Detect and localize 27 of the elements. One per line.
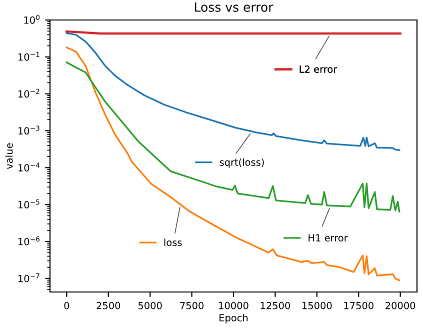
y-tick-label: 10$^{−1}$: [18, 52, 40, 61]
x-axis-title: Epoch: [220, 314, 248, 324]
y-tick-label: 10$^{−7}$: [18, 273, 40, 282]
y-tick-label: 10$^{−4}$: [18, 162, 40, 172]
x-tick-label: 12500: [260, 302, 290, 310]
x-tick-label: 20000: [386, 302, 416, 310]
chart-title: Loss vs error: [194, 2, 274, 12]
y-tick-label: 10$^{−5}$: [18, 200, 40, 208]
y-axis-title: value: [5, 143, 13, 169]
x-tick-label: 15000: [302, 302, 332, 310]
x-tick-label: 2500: [96, 302, 120, 310]
legend-label: L2 error: [300, 66, 338, 73]
line-series: [66, 32, 400, 151]
line-series: [66, 46, 400, 282]
y-tick-label: 10$^{−2}$: [18, 88, 40, 98]
x-tick-label: 0: [64, 302, 70, 310]
y-tick-label: 10$^{0}$: [24, 14, 40, 24]
legend-label: H1 error: [308, 234, 348, 242]
line-series: [66, 62, 400, 212]
x-tick-label: 5000: [138, 302, 162, 310]
x-tick-label: 10000: [219, 302, 248, 310]
y-tick-label: 10$^{−3}$: [18, 126, 40, 135]
legend-label: sqrt(loss): [220, 158, 264, 168]
legend-label: loss: [164, 238, 182, 246]
x-tick-label: 7500: [180, 302, 204, 310]
x-tick-label: 17500: [344, 302, 374, 310]
y-tick-label: 10$^{−6}$: [18, 236, 40, 246]
